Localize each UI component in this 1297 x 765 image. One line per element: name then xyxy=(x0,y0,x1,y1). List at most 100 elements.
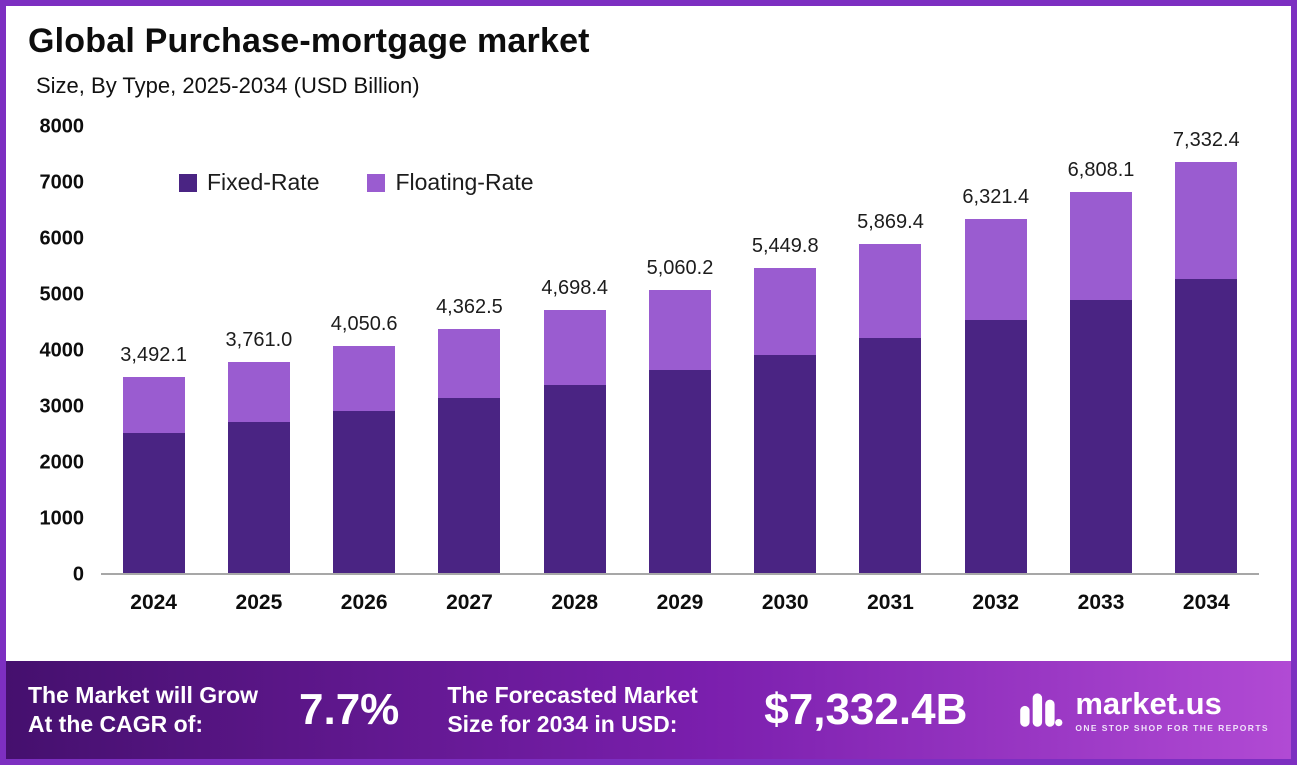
y-axis-tick-label: 4000 xyxy=(39,339,85,362)
floating-rate-segment xyxy=(333,346,396,411)
stacked-bar xyxy=(754,267,817,573)
y-axis-tick-label: 6000 xyxy=(39,227,85,250)
fixed-rate-segment xyxy=(227,422,290,573)
x-axis-tick-label: 2034 xyxy=(1182,591,1230,614)
bar-group: 6,808.1 xyxy=(1048,159,1153,573)
legend-item-floating-rate: Floating-Rate xyxy=(367,169,534,196)
y-axis-tick-label: 1000 xyxy=(39,507,85,530)
fixed-rate-segment xyxy=(964,319,1027,573)
plot-area: 3,492.1 3,761.0 4,050.6 4,362.5 4,698.4 5,060… xyxy=(101,127,1259,575)
stacked-bar xyxy=(964,219,1027,573)
floating-rate-segment xyxy=(1175,162,1238,279)
stacked-bar xyxy=(227,362,290,573)
stacked-bar xyxy=(1070,191,1133,573)
legend-label: Floating-Rate xyxy=(395,169,534,195)
bar-total-label: 7,332.4 xyxy=(1172,129,1240,152)
stacked-bar xyxy=(122,377,185,573)
y-axis-tick-label: 5000 xyxy=(39,283,85,306)
bar-group: 4,362.5 xyxy=(417,296,522,573)
floating-rate-swatch xyxy=(367,173,386,192)
x-axis-tick-label: 2027 xyxy=(446,591,493,614)
x-axis: 2024 2025 2026 2027 2028 2029 2030 2031 2032 2033… xyxy=(101,591,1259,615)
fixed-rate-segment xyxy=(543,384,606,573)
floating-rate-segment xyxy=(964,219,1027,320)
bar-group: 4,698.4 xyxy=(522,277,627,573)
bar-total-label: 4,362.5 xyxy=(436,295,503,318)
legend-label: Fixed-Rate xyxy=(207,169,320,195)
stacked-bar xyxy=(859,244,922,573)
forecast-label: The Forecasted Market Size for 2034 in U… xyxy=(447,682,698,737)
x-axis-tick-label: 2031 xyxy=(867,591,914,614)
fixed-rate-segment xyxy=(122,433,185,573)
bar-group: 6,321.4 xyxy=(943,186,1048,573)
bar-total-label: 4,698.4 xyxy=(541,276,609,299)
bar-group: 3,492.1 xyxy=(101,344,206,573)
bar-group: 4,050.6 xyxy=(312,313,417,573)
bar-group: 7,332.4 xyxy=(1154,129,1259,573)
forecast-value: $7,332.4B xyxy=(764,685,968,734)
brand-tagline: ONE STOP SHOP FOR THE REPORTS xyxy=(1075,722,1269,733)
fixed-rate-segment xyxy=(648,370,711,573)
x-axis-tick-label: 2028 xyxy=(551,591,599,614)
fixed-rate-segment xyxy=(438,398,501,573)
stacked-bar xyxy=(333,346,396,573)
bar-total-label: 3,761.0 xyxy=(225,329,293,352)
bar-group: 5,060.2 xyxy=(627,257,732,573)
fixed-rate-segment xyxy=(1175,279,1238,573)
bar-total-label: 6,808.1 xyxy=(1067,158,1135,181)
floating-rate-segment xyxy=(1070,191,1133,300)
floating-rate-segment xyxy=(122,377,185,433)
legend: Fixed-Rate Floating-Rate xyxy=(179,169,534,196)
bar-total-label: 6,321.4 xyxy=(962,186,1030,209)
y-axis-tick-label: 3000 xyxy=(39,395,85,418)
y-axis: 0 1000 2000 3000 4000 5000 6000 7000 8000 xyxy=(6,116,92,586)
footer-banner: The Market will Grow At the CAGR of: 7.7… xyxy=(6,661,1291,759)
x-axis-tick-label: 2032 xyxy=(972,591,1020,614)
brand-name: market.us xyxy=(1075,685,1222,721)
fixed-rate-segment xyxy=(333,410,396,573)
fixed-rate-swatch xyxy=(179,173,197,192)
fixed-rate-segment xyxy=(754,354,817,573)
stacked-bar xyxy=(438,328,501,573)
marketus-logo-icon xyxy=(1015,683,1065,738)
bar-total-label: 5,869.4 xyxy=(857,211,924,234)
legend-item-fixed-rate: Fixed-Rate xyxy=(179,169,319,196)
bar-group: 5,449.8 xyxy=(733,235,838,573)
brand-text: market.us ONE STOP SHOP FOR THE REPORTS xyxy=(1075,688,1269,733)
x-axis-tick-label: 2030 xyxy=(761,591,809,614)
y-axis-tick-label: 2000 xyxy=(39,451,85,474)
stacked-bar xyxy=(1175,162,1238,573)
stacked-bar xyxy=(543,309,606,573)
floating-rate-segment xyxy=(543,309,606,385)
bar-total-label: 5,060.2 xyxy=(646,256,714,279)
bar-total-label: 5,449.8 xyxy=(751,234,819,257)
x-axis-tick-label: 2026 xyxy=(340,591,388,614)
bar-group: 3,761.0 xyxy=(206,329,311,573)
y-axis-tick-label: 0 xyxy=(72,563,84,586)
bars-container: 3,492.1 3,761.0 4,050.6 4,362.5 4,698.4 5,060… xyxy=(101,127,1259,573)
x-axis-tick-label: 2024 xyxy=(130,591,177,614)
bar-total-label: 4,050.6 xyxy=(330,313,398,336)
fixed-rate-segment xyxy=(859,337,922,573)
x-axis-tick-label: 2029 xyxy=(656,591,704,614)
floating-rate-segment xyxy=(438,328,501,399)
page-title: Global Purchase-mortgage market xyxy=(28,22,590,60)
floating-rate-segment xyxy=(859,244,922,338)
bar-total-label: 3,492.1 xyxy=(120,344,187,367)
marketus-brand: market.us ONE STOP SHOP FOR THE REPORTS xyxy=(1015,683,1269,738)
cagr-value: 7.7% xyxy=(299,685,400,734)
chart-header: Global Purchase-mortgage market Size, By… xyxy=(6,6,1291,99)
fixed-rate-segment xyxy=(1070,300,1133,573)
stacked-bar xyxy=(648,289,711,573)
floating-rate-segment xyxy=(648,289,711,371)
y-axis-tick-label: 8000 xyxy=(39,115,85,138)
x-axis-tick-label: 2025 xyxy=(235,591,283,614)
y-axis-tick-label: 7000 xyxy=(39,171,85,194)
floating-rate-segment xyxy=(227,362,290,423)
page-subtitle: Size, By Type, 2025-2034 (USD Billion) xyxy=(36,73,420,98)
floating-rate-segment xyxy=(754,267,817,355)
cagr-label: The Market will Grow At the CAGR of: xyxy=(28,682,259,737)
x-axis-tick-label: 2033 xyxy=(1077,591,1125,614)
bar-group: 5,869.4 xyxy=(838,211,943,573)
